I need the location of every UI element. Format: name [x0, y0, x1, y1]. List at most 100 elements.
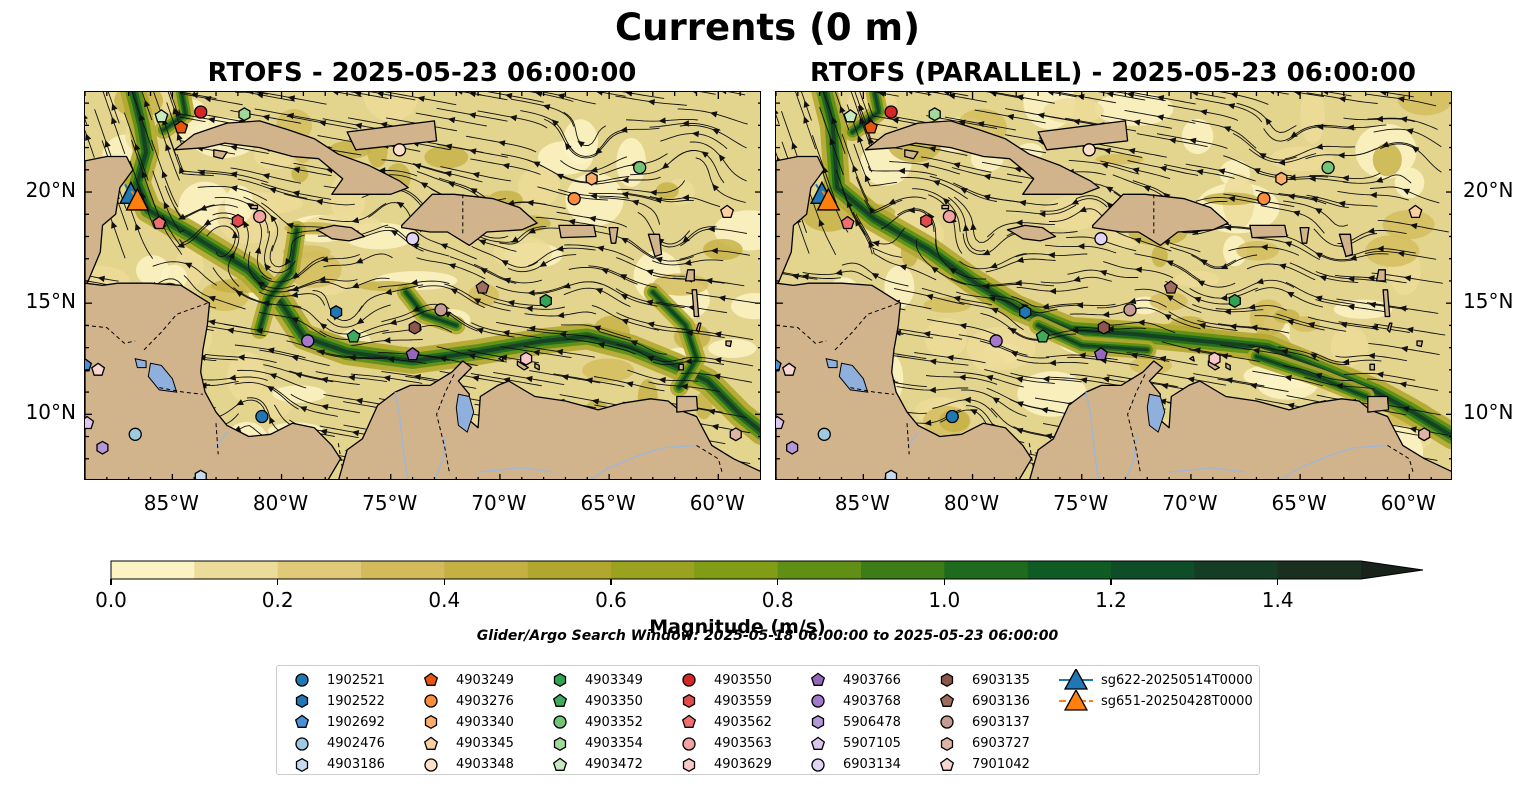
- y-tick-label: 10°N: [1463, 400, 1514, 425]
- legend-symbol: [424, 694, 438, 708]
- legend-entry: 4903350: [543, 691, 643, 711]
- legend-marker-sg622-20250514T0000: [1063, 669, 1089, 690]
- legend-label: 4903276: [456, 693, 514, 709]
- float-marker-4903559: [920, 213, 933, 228]
- legend-symbol: [682, 694, 696, 709]
- legend-entry: 5907105: [801, 734, 901, 754]
- legend-label: 4903550: [714, 672, 772, 688]
- legend-symbol: [1059, 669, 1093, 690]
- legend-symbol: [553, 736, 567, 751]
- legend-entry: 4903349: [543, 670, 643, 690]
- colorbar-bin: [1277, 561, 1362, 579]
- float-marker-4903768: [989, 334, 1003, 348]
- legend-marker-4903249: [423, 672, 439, 686]
- x-tick-label: 65°W: [580, 491, 636, 515]
- colorbar-tick-mark: [777, 579, 779, 585]
- float-marker-1902522: [330, 305, 343, 320]
- y-tick-label: 20°N: [25, 178, 76, 203]
- legend-symbol: [552, 757, 568, 771]
- legend-marker-4903349: [553, 672, 567, 688]
- legend-marker-1902521: [295, 673, 309, 687]
- colorbar-bin: [361, 561, 445, 579]
- legend-symbol: [423, 736, 439, 750]
- legend-label: 5907105: [843, 736, 901, 752]
- legend-entry: 4903472: [543, 755, 643, 775]
- colorbar: [110, 560, 1424, 580]
- legend-entry: 4903276: [414, 691, 514, 711]
- float-marker-4903563: [253, 209, 267, 224]
- legend-symbol: [682, 736, 696, 751]
- float-marker-4903354: [238, 107, 251, 122]
- legend-marker-4903340: [424, 715, 438, 730]
- legend-marker-4903766: [810, 672, 826, 686]
- legend-marker-4903472: [552, 757, 568, 771]
- legend-symbol: [810, 672, 826, 686]
- legend-symbol: [424, 758, 438, 772]
- float-marker-7901042: [782, 362, 797, 376]
- legend-marker-4902476: [295, 736, 309, 751]
- colorbar-tick-label: 1.4: [1261, 588, 1294, 612]
- legend-entry: 4903766: [801, 670, 901, 690]
- legend-label: sg622-20250514T0000: [1101, 672, 1253, 688]
- legend-label: 6903137: [972, 714, 1030, 730]
- legend-entry: sg622-20250514T0000: [1059, 669, 1253, 690]
- colorbar-bin: [1027, 561, 1112, 579]
- legend-symbol: [682, 673, 696, 687]
- legend-symbol: [423, 672, 439, 686]
- legend-symbol: [295, 673, 309, 687]
- colorbar-bin: [111, 561, 195, 579]
- x-tick-label: 60°W: [1380, 491, 1436, 515]
- colorbar-tick-mark: [277, 579, 279, 585]
- float-marker-4903350: [346, 329, 361, 343]
- float-marker-6903137: [434, 303, 448, 317]
- float-marker-4903340: [1275, 171, 1288, 186]
- x-tick-label: 65°W: [1271, 491, 1327, 515]
- legend-entry: 4903186: [285, 755, 385, 775]
- colorbar-tick-label: 0.2: [261, 588, 294, 612]
- float-marker-4903629: [520, 351, 533, 366]
- float-marker-4903354: [928, 107, 941, 122]
- colorbar-label: Magnitude (m/s): [649, 616, 826, 638]
- float-marker-4902476: [817, 427, 831, 441]
- legend-symbol: [295, 736, 309, 751]
- legend-entry: 4903352: [543, 712, 643, 732]
- legend-marker-4903350: [552, 693, 568, 708]
- float-marker-4903550: [884, 105, 898, 119]
- float-marker-4903352: [1321, 160, 1335, 175]
- map-canvas: [776, 92, 1451, 479]
- float-marker-4903186: [194, 469, 207, 479]
- legend-label: 4903354: [585, 736, 643, 752]
- legend-entry: 6903135: [930, 670, 1030, 690]
- float-marker-4903345: [720, 204, 735, 219]
- legend-label: 4903562: [714, 714, 772, 730]
- legend: 1902521 1902522 1902692 4902476 4903186 49032…: [276, 665, 1260, 775]
- legend-label: 4903559: [714, 693, 772, 709]
- legend-entry: 7901042: [930, 755, 1030, 775]
- float-marker-1902692: [776, 358, 782, 372]
- legend-label: 4903768: [843, 693, 901, 709]
- legend-symbol: [553, 672, 567, 688]
- colorbar-tick-label: 1.2: [1095, 588, 1127, 612]
- legend-entry: 6903136: [930, 691, 1030, 711]
- legend-marker-6903137: [940, 715, 954, 730]
- legend-label: 4903563: [714, 736, 772, 752]
- legend-label: 4903186: [327, 757, 385, 773]
- legend-label: 1902521: [327, 672, 385, 688]
- legend-marker-4903562: [681, 714, 697, 729]
- legend-entry: 4903562: [672, 712, 772, 732]
- legend-marker-6903135: [940, 672, 954, 688]
- float-marker-4903349: [539, 293, 552, 308]
- legend-label: 6903134: [843, 757, 901, 773]
- legend-marker-4903629: [682, 757, 696, 772]
- legend-symbol: [1059, 690, 1093, 711]
- legend-marker-6903727: [940, 736, 954, 751]
- float-marker-6903134: [1094, 232, 1108, 246]
- legend-marker-4903276: [424, 694, 438, 708]
- legend-marker-sg651-20250428T0000: [1063, 690, 1089, 711]
- colorbar-tick-label: 0.6: [595, 588, 627, 612]
- legend-symbol: [811, 715, 825, 730]
- float-marker-4903249: [863, 120, 878, 134]
- float-marker-6903136: [475, 280, 490, 294]
- legend-marker-1902692: [294, 714, 310, 729]
- x-tick-label: 70°W: [1162, 491, 1218, 515]
